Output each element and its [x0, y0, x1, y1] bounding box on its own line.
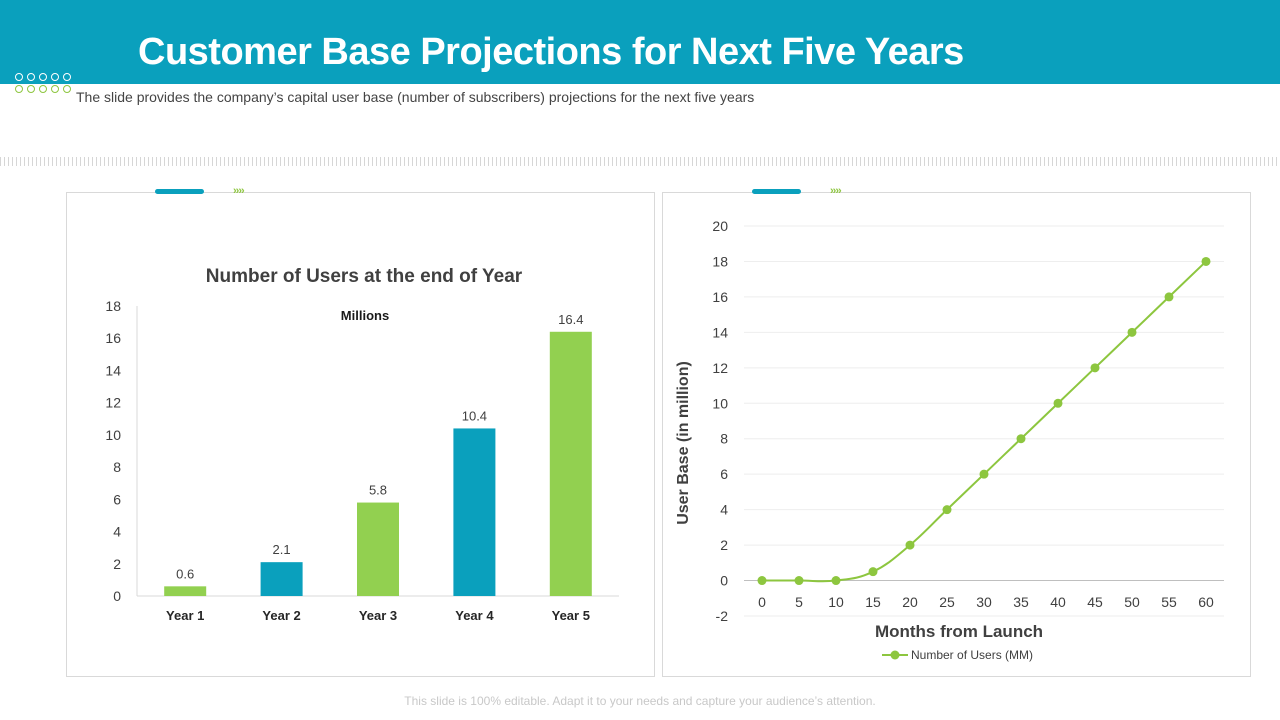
bar-category-label: Year 3 [359, 608, 397, 623]
line-chart-panel [662, 192, 1251, 677]
legend-label: Number of Users (MM) [911, 648, 1033, 662]
line-x-tick-label: 0 [758, 594, 766, 610]
bar-value-label: 2.1 [273, 542, 291, 557]
bar-category-label: Year 4 [455, 608, 494, 623]
line-panel-arrows-icon: ›››› [830, 185, 842, 197]
line-y-tick-label: 16 [712, 289, 728, 305]
line-point-45 [1090, 363, 1100, 373]
line-point-0 [757, 576, 767, 586]
line-point-10 [831, 576, 841, 586]
bar-chart-title: Number of Users at the end of Year [206, 266, 523, 287]
bar-4 [453, 428, 496, 596]
legend-marker-swatch [890, 650, 900, 660]
bar-2 [260, 562, 303, 596]
line-point-50 [1127, 327, 1137, 337]
line-x-tick-label: 50 [1124, 594, 1140, 610]
line-x-tick-label: 20 [902, 594, 918, 610]
bar-y-tick-label: 4 [113, 524, 121, 540]
line-x-tick-label: 35 [1013, 594, 1029, 610]
line-y-tick-label: 14 [712, 324, 728, 340]
line-y-tick-label: 20 [712, 218, 728, 234]
line-x-tick-label: 25 [939, 594, 955, 610]
line-y-tick-label: 8 [720, 431, 728, 447]
bar-5 [549, 331, 592, 596]
line-point-30 [979, 469, 989, 479]
bar-y-tick-label: 18 [105, 298, 121, 314]
line-x-tick-label: 15 [865, 594, 881, 610]
line-x-tick-label: 45 [1087, 594, 1103, 610]
line-y-tick-label: 18 [712, 253, 728, 269]
bar-y-tick-label: 2 [113, 556, 121, 572]
line-x-tick-label: 40 [1050, 594, 1066, 610]
line-point-55 [1164, 292, 1174, 302]
line-x-tick-label: 55 [1161, 594, 1177, 610]
bar-panel-arrows-icon: ›››› [233, 185, 245, 197]
bar-chart-units-annotation: Millions [341, 308, 389, 323]
line-y-tick-label: 10 [712, 395, 728, 411]
bar-value-label: 16.4 [558, 312, 583, 327]
line-point-25 [942, 505, 952, 515]
bar-value-label: 10.4 [462, 408, 487, 423]
bar-y-tick-label: 12 [105, 395, 121, 411]
bar-y-tick-label: 0 [113, 588, 121, 604]
line-x-tick-label: 10 [828, 594, 844, 610]
bar-category-label: Year 2 [262, 608, 300, 623]
bar-y-tick-label: 6 [113, 491, 121, 507]
tick-divider [0, 157, 1280, 166]
line-y-tick-label: -2 [716, 608, 729, 624]
line-y-tick-label: 2 [720, 537, 728, 553]
series-line-number-of-users [762, 260, 1207, 583]
line-point-15 [868, 567, 878, 577]
slide-subtitle: The slide provides the company’s capital… [76, 89, 755, 105]
line-y-tick-label: 4 [720, 502, 728, 518]
bar-value-label: 0.6 [176, 566, 194, 581]
line-x-tick-label: 30 [976, 594, 992, 610]
line-x-tick-label: 5 [795, 594, 803, 610]
decorative-dots-icon [15, 73, 71, 93]
line-point-5 [794, 576, 804, 586]
bar-category-label: Year 1 [166, 608, 204, 623]
bar-value-label: 5.8 [369, 483, 387, 498]
slide-title: Customer Base Projections for Next Five … [138, 31, 964, 73]
bar-y-tick-label: 8 [113, 459, 121, 475]
bar-y-tick-label: 10 [105, 427, 121, 443]
bar-y-tick-label: 14 [105, 362, 121, 378]
line-y-tick-label: 0 [720, 573, 728, 589]
footer-note: This slide is 100% editable. Adapt it to… [404, 694, 876, 708]
line-point-20 [905, 540, 915, 550]
line-y-axis-title: User Base (in million) [675, 361, 692, 525]
line-point-60 [1201, 256, 1211, 266]
line-y-tick-label: 6 [720, 466, 728, 482]
bar-3 [357, 502, 399, 596]
line-x-axis-title: Months from Launch [875, 622, 1043, 641]
line-point-35 [1016, 434, 1026, 444]
line-y-tick-label: 12 [712, 360, 728, 376]
line-x-tick-label: 60 [1198, 594, 1214, 610]
line-point-40 [1053, 398, 1063, 408]
header-band [0, 0, 1280, 84]
bar-category-label: Year 5 [552, 608, 590, 623]
bar-y-tick-label: 16 [105, 330, 121, 346]
line-panel-tab-accent [752, 189, 801, 194]
bar-panel-tab-accent [155, 189, 204, 194]
bar-1 [164, 586, 207, 596]
